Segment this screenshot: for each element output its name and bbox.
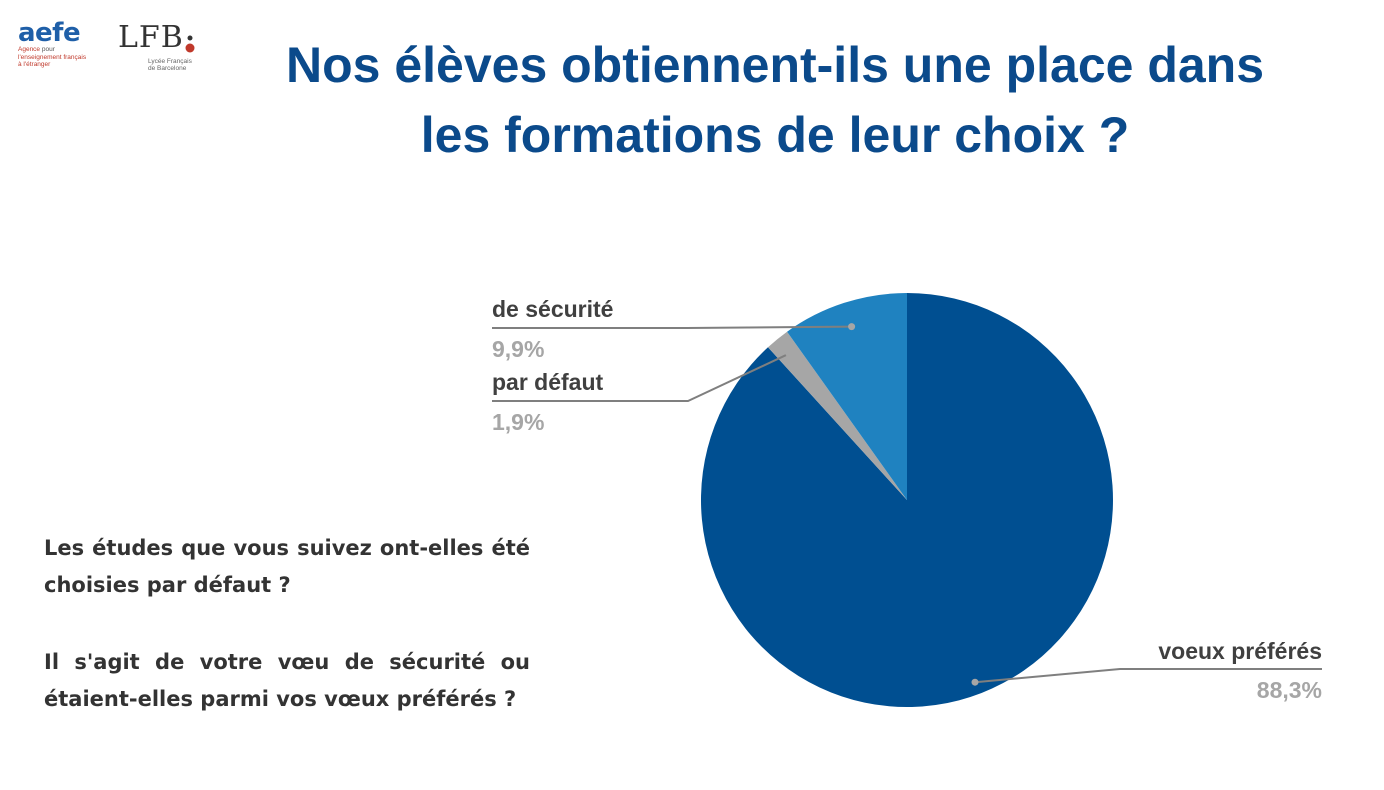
page-title-line1: Nos élèves obtiennent-ils une place dans	[285, 37, 1265, 93]
slice-label-defaut: par défaut	[492, 369, 604, 395]
lfb-logo-line1: Lycée Français	[148, 58, 192, 65]
leader-line-defaut	[492, 352, 790, 402]
aefe-logo-line2: l'enseignement français	[18, 53, 87, 61]
slice-value-defaut: 1,9%	[492, 409, 544, 435]
question-paragraph-1: Les études que vous suivez ont-elles été…	[44, 536, 530, 597]
leader-line-preferes-dot	[971, 678, 979, 686]
question-paragraph-2: Il s'agit de votre vœu de sécurité ou ét…	[44, 650, 530, 711]
aefe-logo: aefe Agence pour l'enseignement français…	[18, 20, 98, 80]
lfb-logo-dots-icon	[185, 35, 195, 53]
aefe-logo-line3: à l'étranger	[18, 61, 51, 68]
page-title-line2: les formations de leur choix ?	[420, 107, 1130, 163]
question-text: Les études que vous suivez ont-elles été…	[44, 530, 530, 758]
aefe-logo-line1-rest: pour	[40, 46, 55, 53]
aefe-logo-word: aefe	[18, 18, 81, 48]
aefe-logo-line1-red: Agence	[18, 46, 41, 53]
pie-slice-securite	[787, 293, 907, 500]
aefe-logo-subtitle: Agence pour l'enseignement français à l'…	[18, 46, 98, 69]
leader-line-preferes	[974, 668, 1322, 684]
lfb-logo-mark: LFB	[118, 20, 184, 55]
pie-slice-defaut	[767, 331, 907, 500]
leader-line-securite	[492, 325, 852, 329]
slice-label-preferes: voeux préférés	[1158, 638, 1322, 664]
leader-line-defaut-dot	[785, 350, 793, 358]
pie-slice-preferes	[700, 293, 1113, 707]
slice-label-securite: de sécurité	[492, 296, 613, 322]
pie-leader-lines	[492, 323, 1322, 686]
slice-value-securite: 9,9%	[492, 336, 544, 362]
lfb-logo-subtitle: Lycée Français de Barcelone	[148, 58, 192, 72]
page-title: Nos élèves obtiennent-ils une place dans…	[200, 30, 1350, 170]
leader-line-securite-dot	[848, 323, 856, 331]
pie-slices	[700, 293, 1113, 707]
lfb-logo: LFB Lycée Français de Barcelone	[118, 22, 198, 74]
slice-value-preferes: 88,3%	[1257, 677, 1322, 703]
lfb-logo-line2: de Barcelone	[148, 65, 187, 72]
